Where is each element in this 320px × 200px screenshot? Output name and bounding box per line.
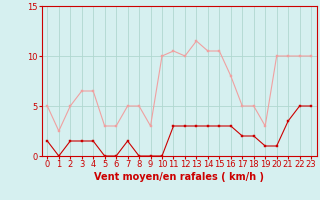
X-axis label: Vent moyen/en rafales ( km/h ): Vent moyen/en rafales ( km/h ) [94,172,264,182]
